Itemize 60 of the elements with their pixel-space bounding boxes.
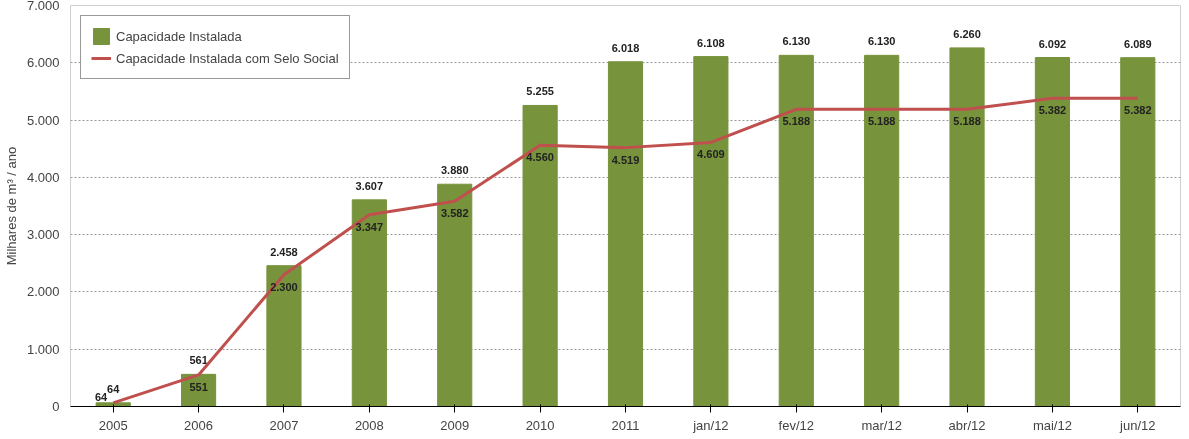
y-tick-label: 5.000 <box>26 112 60 128</box>
y-tick-label: 2.000 <box>26 284 60 300</box>
data-label: 6.130 <box>782 35 811 48</box>
x-tick-label: mai/12 <box>1032 417 1072 433</box>
data-label: 5.382 <box>1038 104 1067 117</box>
data-label: 6.089 <box>1124 37 1152 50</box>
y-tick-label: 3.000 <box>26 227 60 243</box>
bar <box>1034 57 1070 407</box>
x-tick-label: jan/12 <box>692 417 729 433</box>
x-tick-label: abr/12 <box>948 417 986 433</box>
x-tick-label: 2009 <box>440 417 470 433</box>
data-label: 5.188 <box>867 115 896 128</box>
y-axis-title: Milhares de m³ / ano <box>3 146 19 266</box>
legend-label: Capacidade Instalada com Selo Social <box>116 50 339 66</box>
bar <box>95 402 131 407</box>
data-label: 64 <box>107 382 121 395</box>
data-label: 4.560 <box>526 151 554 164</box>
y-tick-label: 1.000 <box>26 341 60 357</box>
bar <box>949 47 985 407</box>
bar <box>778 54 814 407</box>
data-label: 4.609 <box>697 148 725 161</box>
data-label: 5.188 <box>953 115 981 128</box>
data-label: 3.347 <box>355 220 384 233</box>
data-label: 4.519 <box>611 153 640 166</box>
bar <box>607 61 644 407</box>
y-tick-label: 4.000 <box>26 169 60 185</box>
data-label: 6.092 <box>1038 37 1067 50</box>
data-label: 5.382 <box>1124 104 1152 117</box>
data-label: 5.255 <box>526 85 554 98</box>
data-label: 6.260 <box>953 27 981 40</box>
y-tick-label: 0 <box>52 399 60 414</box>
data-label: 3.582 <box>440 207 469 220</box>
x-tick-label: 2010 <box>525 417 555 433</box>
x-tick-label: jun/12 <box>1119 417 1156 433</box>
bar <box>522 104 558 407</box>
x-tick-label: 2006 <box>184 417 214 433</box>
legend-label: Capacidade Instalada <box>116 28 242 44</box>
data-label: 6.108 <box>697 36 725 49</box>
x-tick-label: 2005 <box>98 417 128 433</box>
bar <box>693 56 729 407</box>
data-label: 6.130 <box>867 35 896 48</box>
x-tick-label: fev/12 <box>778 417 814 433</box>
data-label: 3.607 <box>355 179 384 192</box>
x-tick-label: 2011 <box>611 417 640 433</box>
x-tick-label: 2007 <box>269 417 299 433</box>
data-label: 3.880 <box>440 164 469 177</box>
bar <box>1120 57 1156 407</box>
data-label: 561 <box>189 354 208 367</box>
data-label: 2.458 <box>270 245 298 258</box>
bar <box>351 199 387 407</box>
data-label: 6.018 <box>611 41 640 54</box>
data-label: 551 <box>189 380 208 393</box>
x-tick-label: 2008 <box>354 417 384 433</box>
bar <box>864 54 900 407</box>
bar <box>266 265 302 407</box>
data-label: 5.188 <box>782 115 811 128</box>
y-tick-label: 7.000 <box>26 0 60 13</box>
x-tick-label: mar/12 <box>861 417 902 433</box>
bar <box>437 183 473 407</box>
y-tick-label: 6.000 <box>26 55 60 71</box>
